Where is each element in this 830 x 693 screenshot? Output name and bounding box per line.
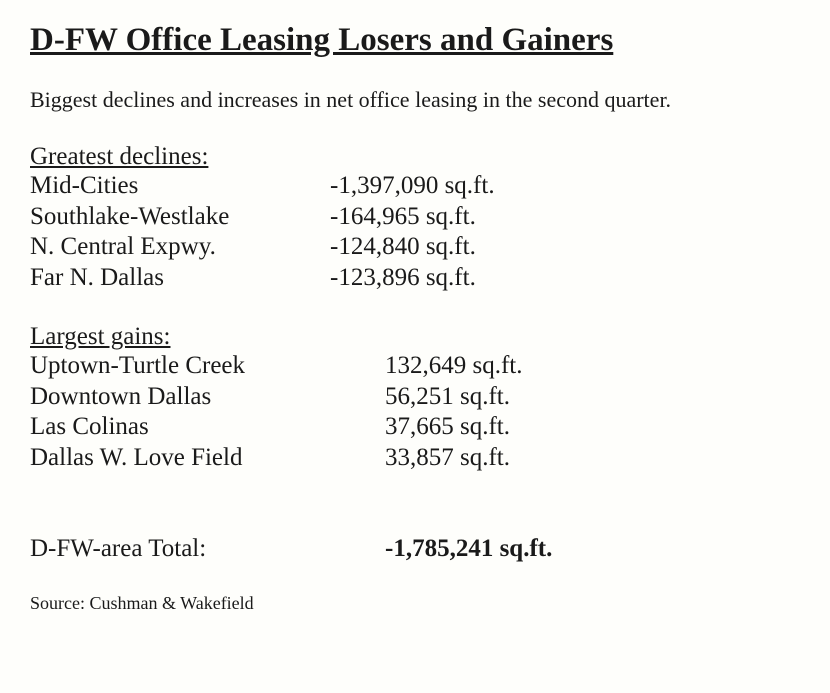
- row-value: -164,965 sq.ft.: [330, 202, 476, 233]
- declines-section: Greatest declines: Mid-Cities -1,397,090…: [30, 143, 800, 293]
- total-row: D-FW-area Total: -1,785,241 sq.ft.: [30, 535, 800, 563]
- table-row: Mid-Cities -1,397,090 sq.ft.: [30, 171, 800, 202]
- table-row: Dallas W. Love Field 33,857 sq.ft.: [30, 443, 800, 474]
- row-name: Downtown Dallas: [30, 382, 385, 413]
- table-row: N. Central Expwy. -124,840 sq.ft.: [30, 232, 800, 263]
- table-row: Uptown-Turtle Creek 132,649 sq.ft.: [30, 351, 800, 382]
- gains-section: Largest gains: Uptown-Turtle Creek 132,6…: [30, 323, 800, 473]
- row-name: Mid-Cities: [30, 171, 330, 202]
- row-value: 37,665 sq.ft.: [385, 412, 510, 443]
- row-value: 33,857 sq.ft.: [385, 443, 510, 474]
- row-value: -123,896 sq.ft.: [330, 263, 476, 294]
- row-name: Dallas W. Love Field: [30, 443, 385, 474]
- total-label: D-FW-area Total:: [30, 535, 385, 563]
- row-value: 132,649 sq.ft.: [385, 351, 523, 382]
- page-subtitle: Biggest declines and increases in net of…: [30, 87, 800, 113]
- table-row: Far N. Dallas -123,896 sq.ft.: [30, 263, 800, 294]
- document-page: D-FW Office Leasing Losers and Gainers B…: [0, 0, 830, 642]
- table-row: Downtown Dallas 56,251 sq.ft.: [30, 382, 800, 413]
- table-row: Las Colinas 37,665 sq.ft.: [30, 412, 800, 443]
- row-value: -124,840 sq.ft.: [330, 232, 476, 263]
- row-name: Southlake-Westlake: [30, 202, 330, 233]
- row-name: Uptown-Turtle Creek: [30, 351, 385, 382]
- row-name: Las Colinas: [30, 412, 385, 443]
- row-name: Far N. Dallas: [30, 263, 330, 294]
- total-value: -1,785,241 sq.ft.: [385, 535, 552, 563]
- table-row: Southlake-Westlake -164,965 sq.ft.: [30, 202, 800, 233]
- declines-label: Greatest declines:: [30, 143, 800, 171]
- page-title: D-FW Office Leasing Losers and Gainers: [30, 22, 800, 59]
- gains-label: Largest gains:: [30, 323, 800, 351]
- row-name: N. Central Expwy.: [30, 232, 330, 263]
- row-value: 56,251 sq.ft.: [385, 382, 510, 413]
- row-value: -1,397,090 sq.ft.: [330, 171, 495, 202]
- source-line: Source: Cushman & Wakefield: [30, 593, 800, 614]
